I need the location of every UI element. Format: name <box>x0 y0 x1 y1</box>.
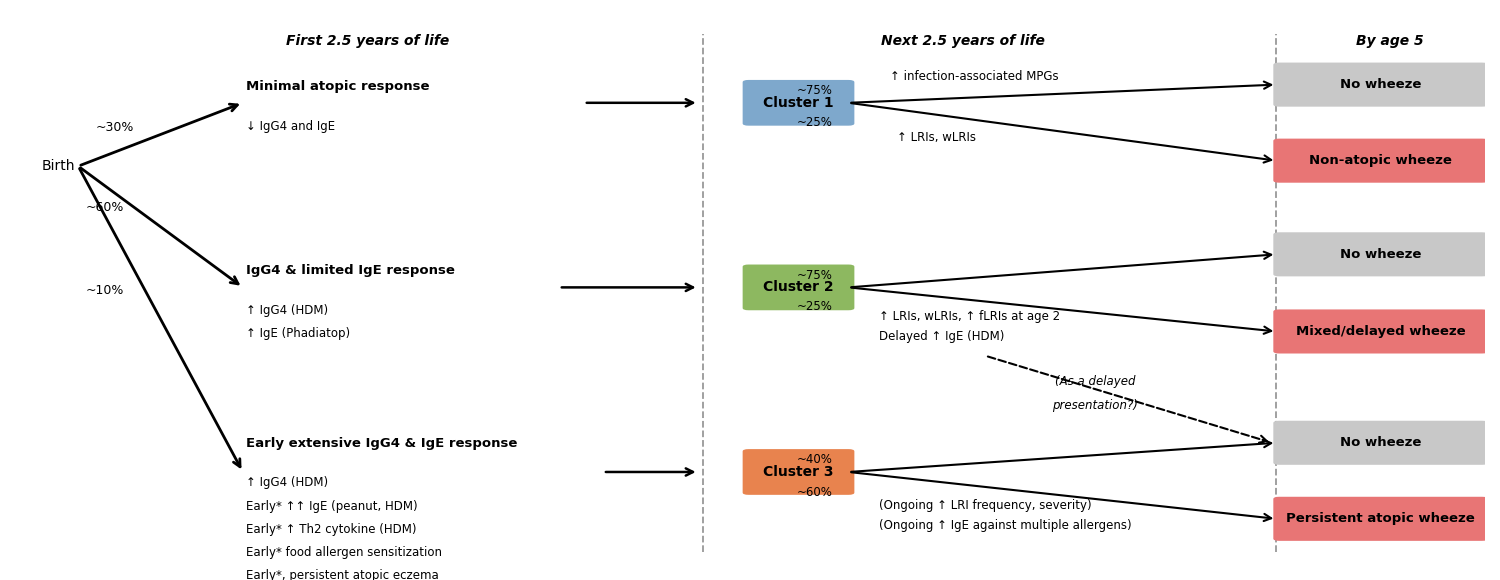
Text: ~75%: ~75% <box>796 269 832 282</box>
Text: IgG4 & limited IgE response: IgG4 & limited IgE response <box>246 264 454 277</box>
Text: (Ongoing ↑ IgE against multiple allergens): (Ongoing ↑ IgE against multiple allergen… <box>879 520 1132 532</box>
Text: Early* ↑ Th2 cytokine (HDM): Early* ↑ Th2 cytokine (HDM) <box>246 523 417 536</box>
Text: Cluster 1: Cluster 1 <box>764 96 834 110</box>
Text: ~60%: ~60% <box>86 201 124 214</box>
FancyBboxPatch shape <box>742 449 855 495</box>
Text: ~40%: ~40% <box>796 453 832 466</box>
FancyBboxPatch shape <box>742 80 855 126</box>
FancyBboxPatch shape <box>1274 310 1488 353</box>
Text: ↑ IgG4 (HDM): ↑ IgG4 (HDM) <box>246 476 328 490</box>
Text: Minimal atopic response: Minimal atopic response <box>246 81 429 93</box>
Text: No wheeze: No wheeze <box>1340 78 1422 91</box>
Text: Cluster 2: Cluster 2 <box>764 280 834 295</box>
Text: ↑ IgE (Phadiatop): ↑ IgE (Phadiatop) <box>246 327 350 340</box>
FancyBboxPatch shape <box>1274 233 1488 277</box>
Text: Early*, persistent atopic eczema: Early*, persistent atopic eczema <box>246 569 438 580</box>
Text: ↑ IgG4 (HDM): ↑ IgG4 (HDM) <box>246 304 328 317</box>
FancyBboxPatch shape <box>742 264 855 310</box>
Text: Next 2.5 years of life: Next 2.5 years of life <box>880 34 1046 48</box>
Text: First 2.5 years of life: First 2.5 years of life <box>286 34 450 48</box>
Text: Early* food allergen sensitization: Early* food allergen sensitization <box>246 546 442 559</box>
Text: (As a delayed: (As a delayed <box>1054 375 1136 387</box>
Text: ~75%: ~75% <box>796 84 832 97</box>
Text: ~25%: ~25% <box>796 300 832 313</box>
FancyBboxPatch shape <box>1274 496 1488 541</box>
Text: ↓ IgG4 and IgE: ↓ IgG4 and IgE <box>246 120 334 133</box>
Text: presentation?): presentation?) <box>1053 400 1138 412</box>
Text: Delayed ↑ IgE (HDM): Delayed ↑ IgE (HDM) <box>879 331 1005 343</box>
Text: ↑ infection-associated MPGs: ↑ infection-associated MPGs <box>890 70 1059 84</box>
Text: ~60%: ~60% <box>796 486 832 499</box>
Text: ~25%: ~25% <box>796 115 832 129</box>
FancyBboxPatch shape <box>1274 63 1488 107</box>
Text: Birth: Birth <box>42 159 75 173</box>
Text: ~30%: ~30% <box>96 121 134 134</box>
Text: Cluster 3: Cluster 3 <box>764 465 834 479</box>
Text: ↑ LRIs, wLRIs, ↑ fLRIs at age 2: ↑ LRIs, wLRIs, ↑ fLRIs at age 2 <box>879 310 1060 322</box>
Text: Non-atopic wheeze: Non-atopic wheeze <box>1310 154 1452 167</box>
Text: Persistent atopic wheeze: Persistent atopic wheeze <box>1287 512 1474 525</box>
Text: By age 5: By age 5 <box>1356 34 1424 48</box>
Text: No wheeze: No wheeze <box>1340 436 1422 450</box>
Text: ~10%: ~10% <box>86 284 124 296</box>
Text: Early* ↑↑ IgE (peanut, HDM): Early* ↑↑ IgE (peanut, HDM) <box>246 499 417 513</box>
Text: ↑ LRIs, wLRIs: ↑ LRIs, wLRIs <box>897 131 977 144</box>
FancyBboxPatch shape <box>1274 420 1488 465</box>
Text: (Ongoing ↑ LRI frequency, severity): (Ongoing ↑ LRI frequency, severity) <box>879 499 1092 512</box>
Text: Mixed/delayed wheeze: Mixed/delayed wheeze <box>1296 325 1466 338</box>
Text: Early extensive IgG4 & IgE response: Early extensive IgG4 & IgE response <box>246 437 518 450</box>
Text: No wheeze: No wheeze <box>1340 248 1422 261</box>
FancyBboxPatch shape <box>1274 139 1488 183</box>
